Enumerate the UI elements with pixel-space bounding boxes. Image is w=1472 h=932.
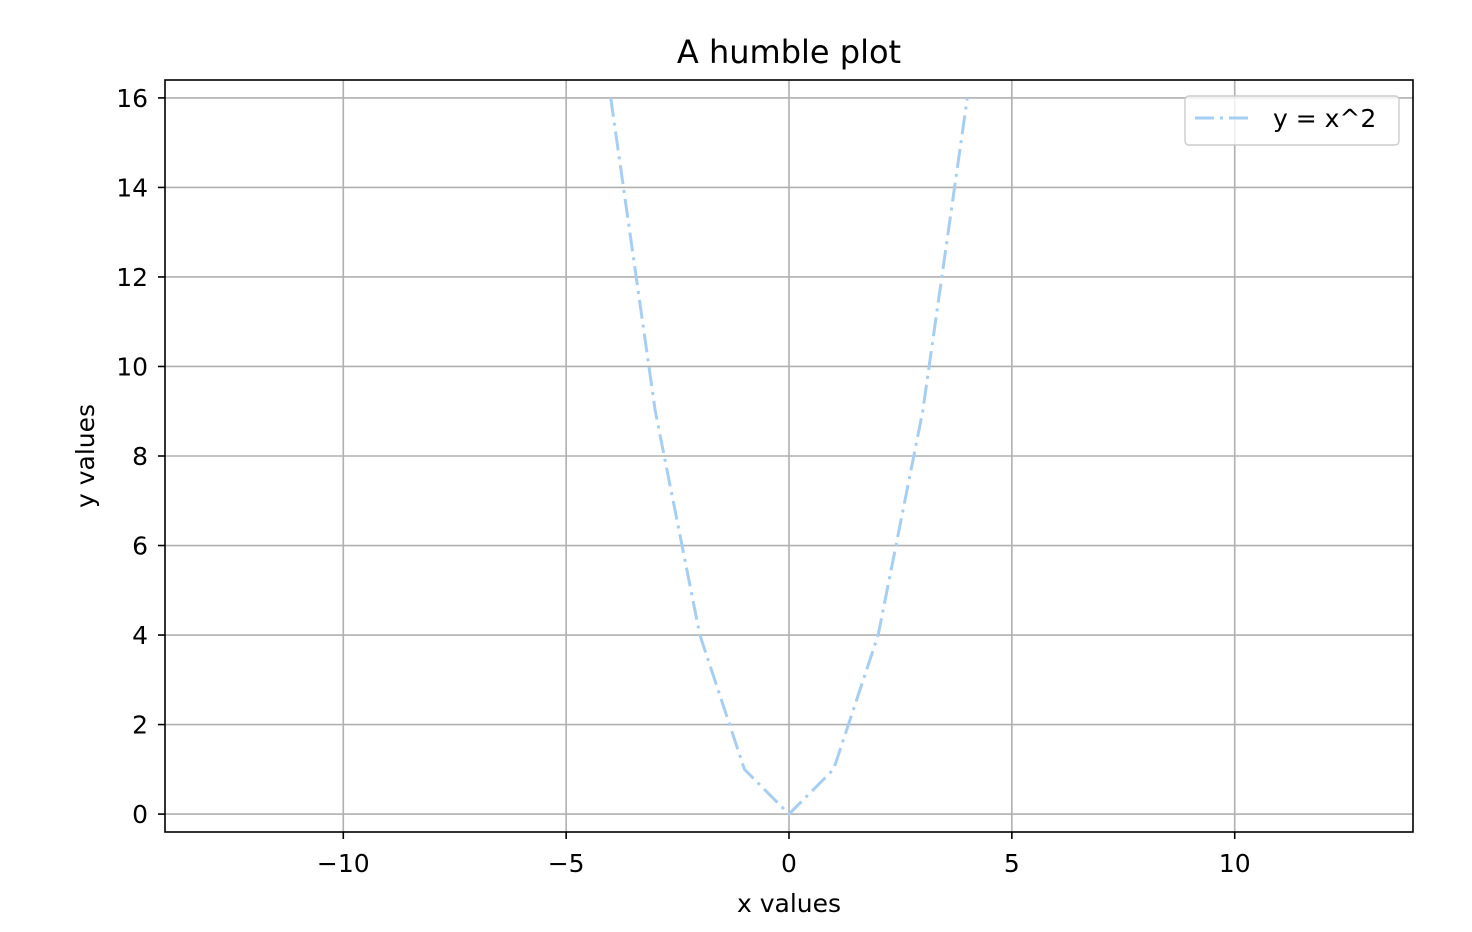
series-line	[609, 97, 969, 816]
x-tick-label: −10	[317, 849, 370, 878]
grid	[165, 80, 1413, 832]
legend-box	[1184, 95, 1400, 146]
x-axis-label: x values	[737, 889, 841, 918]
x-tick-label: 0	[781, 849, 797, 878]
y-tick-label: 8	[132, 442, 148, 471]
y-tick-label: 12	[116, 263, 148, 292]
legend: y = x^2	[1184, 95, 1400, 146]
y-tick-label: 16	[116, 84, 148, 113]
x-tick-label: −5	[548, 849, 585, 878]
series-layer	[609, 97, 969, 816]
y-axis-label: y values	[71, 404, 100, 508]
y-axis-ticks: 0 2 4 6 8 10 12 14 16	[116, 84, 165, 829]
y-tick-label: 10	[116, 352, 148, 381]
y-tick-label: 0	[132, 800, 148, 829]
x-axis-ticks: −10 −5 0 5 10	[317, 832, 1251, 878]
y-tick-label: 2	[132, 711, 148, 740]
y-tick-label: 6	[132, 532, 148, 561]
x-tick-label: 5	[1004, 849, 1020, 878]
y-tick-label: 14	[116, 173, 148, 202]
y-tick-label: 4	[132, 621, 148, 650]
legend-label: y = x^2	[1273, 104, 1376, 133]
x-tick-label: 10	[1219, 849, 1251, 878]
chart-title: A humble plot	[677, 33, 901, 71]
